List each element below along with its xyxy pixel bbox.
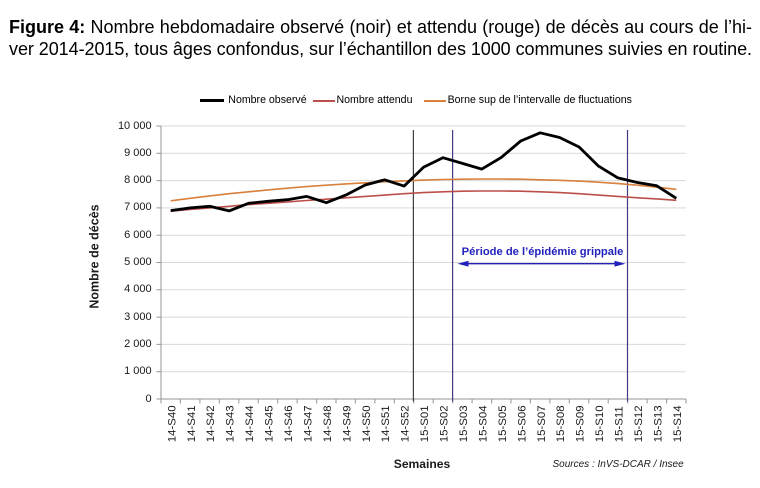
svg-text:14-S51: 14-S51 — [380, 405, 392, 442]
svg-text:14-S46: 14-S46 — [283, 405, 295, 442]
svg-text:14-S40: 14-S40 — [166, 405, 178, 442]
svg-text:15-S06: 15-S06 — [516, 405, 528, 442]
svg-text:14-S50: 14-S50 — [361, 405, 373, 442]
svg-text:15-S02: 15-S02 — [439, 405, 451, 442]
svg-text:15-S11: 15-S11 — [614, 406, 626, 442]
svg-text:14-S45: 14-S45 — [264, 405, 276, 442]
svg-text:14-S48: 14-S48 — [322, 405, 334, 442]
svg-text:14-S41: 14-S41 — [186, 405, 198, 442]
svg-text:15-S05: 15-S05 — [497, 405, 509, 442]
svg-text:14-S52: 14-S52 — [400, 405, 412, 442]
svg-text:15-S10: 15-S10 — [594, 405, 606, 442]
svg-text:14-S42: 14-S42 — [205, 405, 217, 442]
svg-text:14-S44: 14-S44 — [244, 405, 256, 442]
svg-text:15-S07: 15-S07 — [536, 405, 548, 442]
svg-text:15-S13: 15-S13 — [652, 405, 664, 442]
svg-text:15-S12: 15-S12 — [633, 405, 645, 442]
svg-text:15-S04: 15-S04 — [477, 405, 489, 442]
svg-text:14-S47: 14-S47 — [302, 405, 314, 442]
svg-text:15-S09: 15-S09 — [575, 405, 587, 442]
svg-text:15-S03: 15-S03 — [458, 405, 470, 442]
svg-text:14-S43: 14-S43 — [225, 405, 237, 442]
svg-text:15-S14: 15-S14 — [672, 405, 684, 442]
svg-text:14-S49: 14-S49 — [341, 405, 353, 442]
svg-text:15-S01: 15-S01 — [419, 405, 431, 442]
svg-text:15-S08: 15-S08 — [555, 405, 567, 442]
